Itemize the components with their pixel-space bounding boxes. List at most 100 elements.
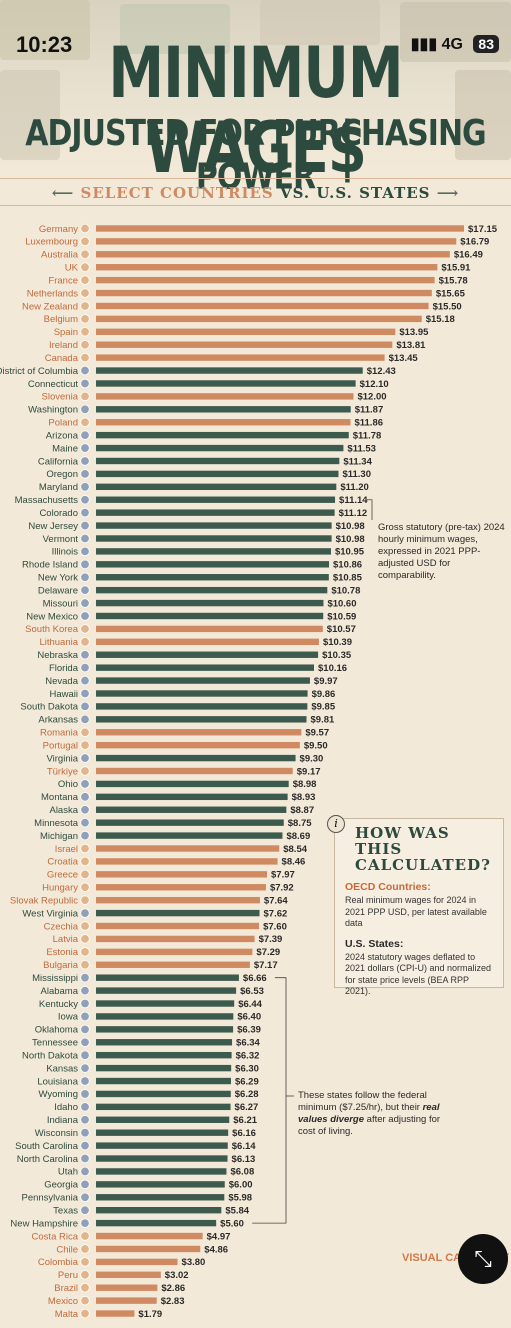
- info-icon: i: [327, 815, 345, 833]
- flag-icon: [80, 546, 90, 557]
- bar: [96, 315, 422, 323]
- value-label: $9.57: [305, 728, 329, 739]
- row-label: Germany: [39, 224, 78, 235]
- value-label: $8.46: [282, 857, 306, 868]
- value-label: $8.98: [293, 779, 317, 790]
- bar: [96, 961, 250, 968]
- flag-icon: [80, 314, 90, 324]
- flag-icon: [80, 1102, 90, 1112]
- row-label: Latvia: [53, 934, 79, 945]
- bar: [96, 225, 464, 232]
- value-label: $10.98: [336, 534, 365, 545]
- flag-icon: [80, 1244, 90, 1254]
- flag-icon: [80, 985, 90, 996]
- bar: [96, 819, 284, 826]
- flag-icon: [80, 934, 90, 944]
- row-label: New York: [38, 573, 78, 584]
- bar: [96, 354, 385, 361]
- flag-icon: [80, 830, 90, 841]
- flag-icon: [80, 766, 90, 776]
- bar: [96, 1039, 233, 1046]
- bar: [96, 1155, 228, 1162]
- federal-bracket: [252, 977, 287, 1224]
- value-label: $6.66: [243, 973, 267, 984]
- row-label: Netherlands: [27, 288, 78, 299]
- bar: [96, 393, 354, 400]
- row-label: Michigan: [40, 831, 78, 842]
- value-label: $6.40: [237, 1012, 261, 1023]
- expand-button[interactable]: ⤡: [458, 1234, 508, 1284]
- row-label: Slovenia: [42, 392, 79, 403]
- row-label: Mississippi: [32, 973, 78, 984]
- row-label: Colorado: [39, 508, 78, 519]
- value-label: $6.29: [235, 1076, 259, 1087]
- bar: [96, 780, 289, 788]
- status-time: 10:23: [16, 32, 73, 57]
- value-label: $1.79: [138, 1309, 162, 1320]
- row-label: Wisconsin: [35, 1128, 78, 1139]
- bar: [96, 1284, 158, 1291]
- value-label: $12.10: [360, 379, 389, 390]
- banknote-decoration: [455, 70, 511, 160]
- value-label: $12.00: [357, 392, 386, 403]
- value-label: $15.78: [439, 275, 468, 286]
- row-label: Canada: [45, 353, 79, 364]
- row-label: Portugal: [43, 740, 78, 751]
- value-label: $13.95: [399, 327, 429, 338]
- value-label: $6.14: [232, 1141, 256, 1152]
- value-label: $5.60: [220, 1218, 244, 1229]
- value-label: $6.39: [237, 1025, 261, 1036]
- row-label: Iowa: [58, 1012, 79, 1023]
- row-label: South Dakota: [20, 702, 78, 713]
- row-label: Romania: [40, 728, 79, 739]
- flag-icon: [80, 817, 90, 828]
- bar: [96, 1219, 217, 1227]
- row-label: Nevada: [45, 676, 78, 687]
- expand-icon: ⤡: [474, 1246, 492, 1271]
- bar: [96, 367, 363, 374]
- row-label: Croatia: [47, 857, 78, 868]
- row-label: Oregon: [46, 469, 78, 480]
- bar: [96, 987, 237, 994]
- flag-icon: [80, 507, 90, 518]
- bar: [96, 625, 323, 633]
- flag-icon: [80, 972, 90, 983]
- flag-icon: [80, 843, 90, 854]
- flag-icon: [80, 1205, 90, 1215]
- row-label: Türkiye: [47, 766, 78, 777]
- bar: [96, 1207, 222, 1214]
- row-label: North Dakota: [22, 1050, 79, 1061]
- banknote-decoration: [260, 0, 380, 45]
- flag-icon: [80, 701, 90, 712]
- flag-icon: [80, 792, 90, 802]
- methodology-box: i HOW WAS THIS CALCULATED? OECD Countrie…: [327, 815, 504, 996]
- bar: [96, 935, 255, 943]
- flag-icon: [80, 288, 90, 298]
- bar: [96, 638, 319, 646]
- flag-icon: [80, 895, 90, 905]
- bar: [96, 470, 339, 478]
- flag-icon: [80, 637, 90, 647]
- row-label: Montana: [41, 792, 79, 803]
- flag-icon: [80, 1308, 90, 1319]
- value-label: $11.87: [355, 405, 384, 416]
- row-label: New Zealand: [22, 301, 78, 312]
- bar: [96, 1000, 235, 1007]
- bar: [96, 741, 300, 749]
- row-label: Bulgaria: [43, 960, 79, 971]
- bar: [96, 1026, 234, 1033]
- bar: [96, 922, 260, 930]
- status-indicators: ▮▮▮ 4G 83: [411, 34, 499, 54]
- value-label: $11.53: [347, 443, 376, 454]
- flag-icon: [80, 624, 90, 634]
- flag-icon: [80, 236, 90, 247]
- flag-icon: [80, 753, 90, 763]
- value-label: $7.64: [264, 895, 288, 906]
- value-label: $6.30: [235, 1063, 259, 1074]
- value-label: $13.81: [396, 340, 426, 351]
- row-label: Brazil: [54, 1283, 78, 1294]
- flag-icon: [80, 1283, 90, 1293]
- value-label: $11.86: [354, 418, 383, 429]
- bar: [96, 612, 324, 620]
- methodology-title: HOW WAS THIS CALCULATED?: [355, 824, 491, 874]
